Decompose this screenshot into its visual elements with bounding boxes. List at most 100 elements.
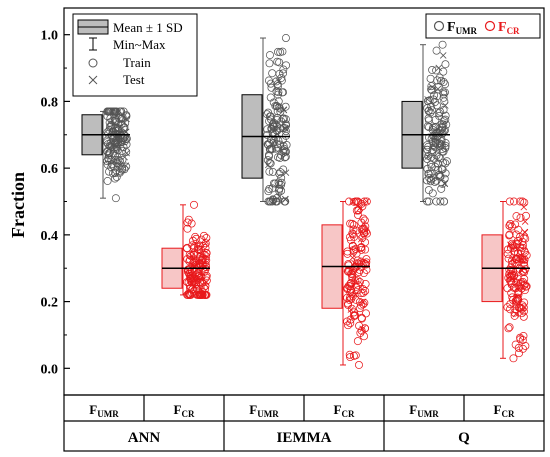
- legend-cr-label: FCR: [498, 20, 520, 36]
- train-point: [508, 293, 517, 302]
- train-point: [274, 143, 282, 152]
- train-point: [511, 340, 520, 349]
- test-point: [269, 198, 277, 205]
- test-point: [122, 162, 130, 169]
- train-point: [358, 202, 367, 211]
- category-label-sub: UMR: [257, 409, 279, 419]
- train-point: [272, 87, 281, 96]
- legend-train-marker: [88, 58, 98, 68]
- train-point: [277, 178, 286, 187]
- test-point: [280, 106, 288, 113]
- train-point: [425, 133, 433, 142]
- train-point: [110, 140, 119, 149]
- train-point: [436, 197, 445, 206]
- train-point: [423, 197, 432, 206]
- train-point: [103, 138, 112, 147]
- test-point: [439, 52, 447, 59]
- train-point: [266, 79, 275, 88]
- train-point: [362, 309, 370, 318]
- train-point: [503, 303, 512, 312]
- train-point: [347, 278, 356, 287]
- train-point: [511, 305, 520, 314]
- train-point: [519, 312, 528, 321]
- train-point: [360, 324, 369, 333]
- train-point: [104, 129, 113, 138]
- group-label: Q: [458, 430, 470, 446]
- train-point: [349, 225, 358, 234]
- legend-test-marker: [88, 75, 98, 85]
- legend-min-max-symbol: [89, 37, 97, 51]
- train-point: [346, 353, 355, 362]
- legend-umr-label: FUMR: [447, 20, 478, 36]
- train-point: [184, 289, 193, 298]
- train-point: [506, 219, 515, 228]
- train-point: [197, 290, 205, 299]
- train-point: [509, 267, 518, 276]
- legend-umr-marker: [433, 20, 445, 32]
- train-point: [430, 91, 439, 100]
- train-point: [281, 147, 290, 156]
- train-point: [111, 118, 120, 127]
- train-point: [423, 155, 432, 163]
- train-point: [189, 250, 198, 259]
- category-labels: FUMR FCR FUMR FCR FUMR FCR: [89, 402, 515, 419]
- train-point: [437, 184, 446, 193]
- train-point: [436, 172, 445, 181]
- train-point: [440, 197, 449, 206]
- train-point: [518, 197, 527, 206]
- train-point: [279, 65, 288, 74]
- train-point: [202, 233, 211, 242]
- train-point: [275, 153, 284, 162]
- y-tick-label: 1.0: [41, 29, 59, 44]
- category-label: FCR: [494, 402, 515, 419]
- test-point: [356, 204, 364, 212]
- train-point: [428, 65, 437, 74]
- train-point: [423, 122, 432, 131]
- train-point: [358, 284, 367, 293]
- legend-mean-sd-label: Mean ± 1 SD: [113, 20, 183, 35]
- test-point: [282, 169, 290, 176]
- train-point: [359, 229, 368, 238]
- category-label: FUMR: [249, 402, 279, 419]
- train-point: [520, 198, 529, 207]
- test-point: [123, 149, 130, 157]
- train-point: [440, 88, 449, 97]
- train-point: [349, 308, 358, 317]
- test-point: [521, 228, 529, 236]
- train-point: [198, 278, 207, 287]
- train-point: [357, 257, 366, 266]
- category-marks: [481, 197, 531, 363]
- train-point: [346, 236, 355, 245]
- train-point: [103, 128, 112, 137]
- test-point: [359, 298, 367, 306]
- train-point: [425, 173, 434, 182]
- train-point: [265, 112, 274, 121]
- train-point: [197, 272, 206, 281]
- category-label: FCR: [334, 402, 355, 419]
- train-point: [518, 237, 527, 246]
- category-label-sub: CR: [501, 409, 514, 419]
- train-point: [183, 255, 192, 264]
- train-point: [272, 102, 281, 111]
- train-point: [521, 211, 530, 220]
- train-point: [104, 149, 113, 158]
- train-point: [274, 82, 282, 91]
- train-point: [269, 179, 278, 188]
- train-point: [435, 139, 444, 148]
- test-point: [424, 96, 431, 103]
- category-label-sub: UMR: [417, 409, 439, 419]
- test-point: [281, 124, 289, 132]
- train-point: [195, 259, 204, 268]
- train-point: [202, 290, 211, 299]
- train-point: [516, 213, 525, 222]
- train-point: [272, 121, 281, 130]
- train-point: [440, 126, 449, 135]
- train-point: [438, 40, 447, 49]
- category-marks: [401, 40, 451, 206]
- train-point: [510, 311, 519, 320]
- train-point: [435, 109, 444, 118]
- train-point: [361, 238, 370, 247]
- test-point: [512, 310, 520, 318]
- train-point: [266, 93, 275, 102]
- group-label: IEMMA: [277, 430, 332, 446]
